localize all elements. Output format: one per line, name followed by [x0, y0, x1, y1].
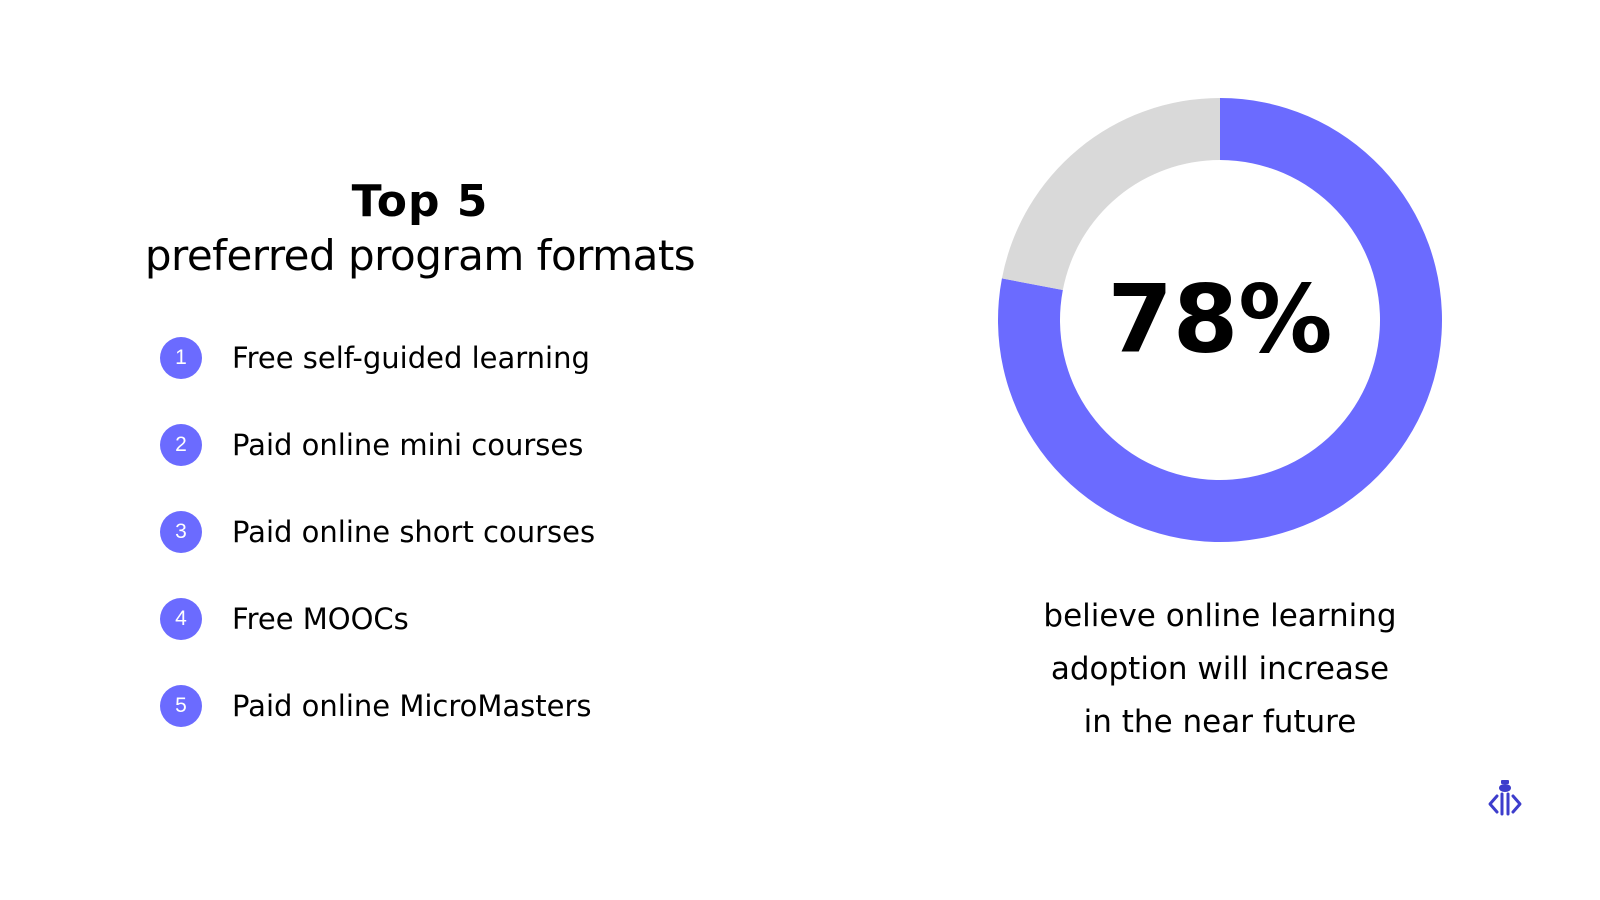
list-item: 5 Paid online MicroMasters [160, 684, 595, 728]
format-list: 1 Free self-guided learning 2 Paid onlin… [160, 336, 595, 771]
rank-badge: 3 [160, 511, 202, 553]
format-label: Paid online MicroMasters [232, 689, 592, 723]
donut-caption: believe online learning adoption will in… [1000, 590, 1440, 749]
caption-line: in the near future [1083, 704, 1357, 740]
rank-badge: 1 [160, 337, 202, 379]
format-label: Free MOOCs [232, 602, 409, 636]
heading: Top 5 preferred program formats [100, 176, 740, 284]
donut-slices [998, 98, 1442, 542]
caption-line: believe online learning [1043, 598, 1397, 634]
format-label: Paid online short courses [232, 515, 596, 549]
page-title: Top 5 [351, 176, 489, 227]
brand-logo-icon [1488, 780, 1522, 816]
format-label: Free self-guided learning [232, 341, 590, 375]
donut-chart: 78% [998, 98, 1442, 542]
list-item: 4 Free MOOCs [160, 597, 595, 641]
caption-line: adoption will increase [1050, 651, 1390, 687]
rank-badge: 4 [160, 598, 202, 640]
donut-slice-remainder [1001, 98, 1220, 291]
page-subtitle: preferred program formats [144, 231, 696, 280]
rank-badge: 2 [160, 424, 202, 466]
format-label: Paid online mini courses [232, 428, 584, 462]
list-item: 2 Paid online mini courses [160, 423, 595, 467]
list-item: 1 Free self-guided learning [160, 336, 595, 380]
rank-badge: 5 [160, 685, 202, 727]
donut-center-value: 78% [1108, 266, 1333, 375]
list-item: 3 Paid online short courses [160, 510, 595, 554]
